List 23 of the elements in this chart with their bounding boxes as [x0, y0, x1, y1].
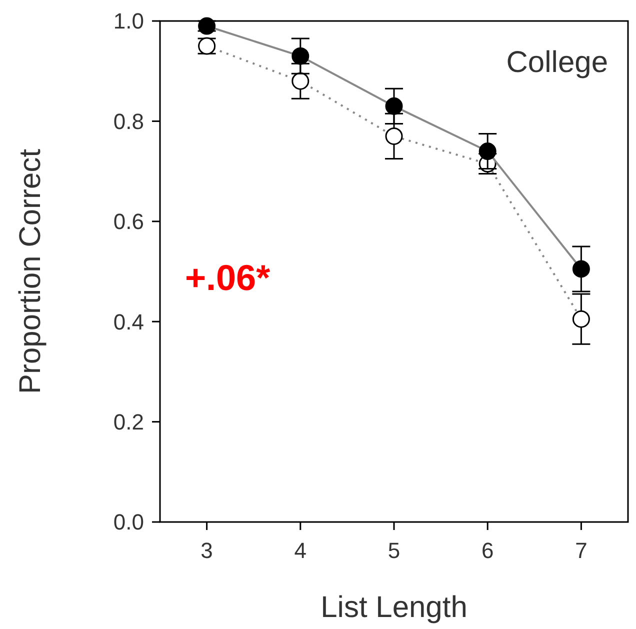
- y-tick-label: 0.0: [113, 510, 144, 535]
- x-tick-label: 5: [388, 538, 400, 563]
- x-tick-label: 7: [575, 538, 588, 563]
- point: [478, 142, 496, 160]
- point: [572, 310, 590, 328]
- point: [198, 17, 216, 35]
- annotation: College: [506, 46, 608, 79]
- y-tick-label: 0.4: [113, 309, 144, 334]
- y-tick-label: 1.0: [113, 8, 144, 34]
- annotation: +.06*: [185, 257, 270, 298]
- y-tick-label: 0.8: [113, 108, 144, 134]
- point: [385, 127, 403, 145]
- x-axis-title: List Length: [320, 591, 468, 624]
- point: [572, 260, 590, 278]
- y-axis-title: Proportion Correct: [14, 148, 47, 394]
- point: [292, 47, 310, 65]
- x-tick-label: 4: [294, 538, 307, 563]
- x-tick-label: 6: [481, 538, 494, 563]
- x-tick-label: 3: [200, 538, 213, 563]
- point: [385, 97, 403, 115]
- point: [292, 72, 310, 90]
- y-tick-label: 0.2: [113, 410, 144, 434]
- y-tick-label: 0.6: [113, 209, 144, 234]
